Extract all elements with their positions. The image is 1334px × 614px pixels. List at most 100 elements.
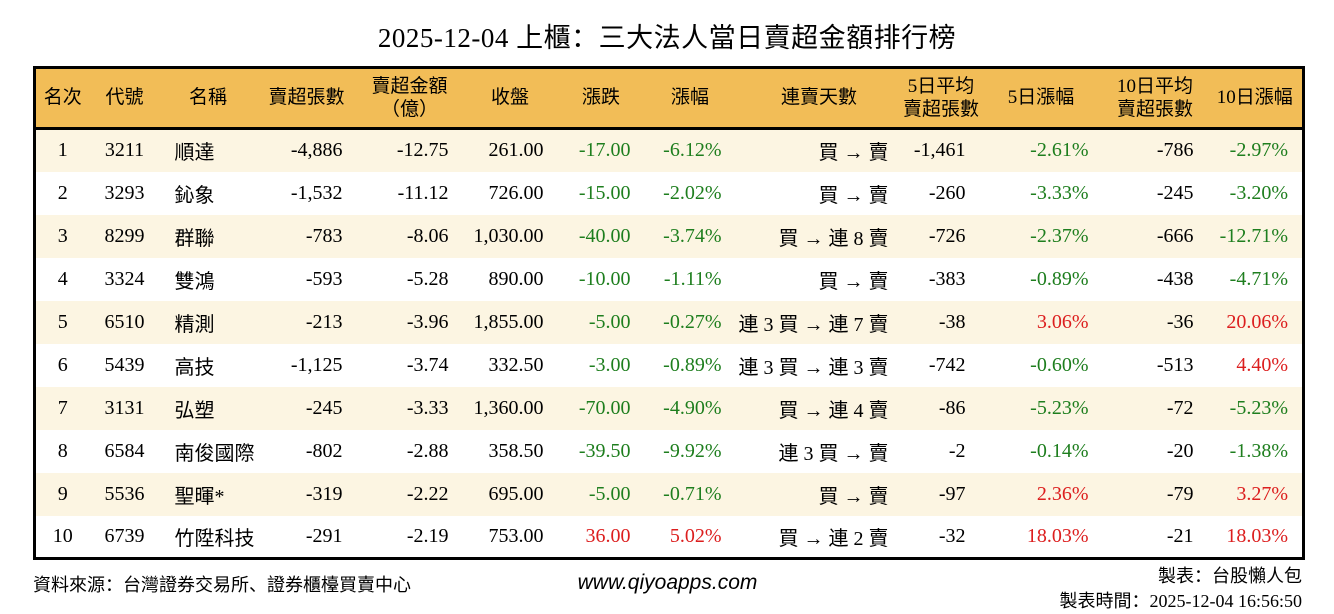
column-header-change_pct: 漲幅 bbox=[644, 67, 736, 130]
cell-avg10: -666 bbox=[1156, 224, 1194, 247]
cell-sell_volume: -4,886 bbox=[290, 139, 343, 162]
cell-change: -10.00 bbox=[578, 267, 631, 290]
cell-change_pct: -0.89% bbox=[663, 353, 722, 376]
cell-close: 261.00 bbox=[488, 139, 544, 162]
cell-pct5: -5.23% bbox=[1030, 396, 1089, 419]
cell-avg5: -86 bbox=[938, 396, 966, 419]
cell-change: -39.50 bbox=[578, 439, 631, 462]
table-header-row: 名次 代號 名稱 賣超張數 賣超金額 （億） 收盤 漲跌 漲幅 連賣天數 5日平均 賣超張數 5日漲… bbox=[34, 67, 1304, 130]
column-header-avg5: 5日平均 賣超張數 bbox=[902, 67, 980, 130]
cell-avg5: -2 bbox=[948, 439, 966, 462]
cell-close: 726.00 bbox=[488, 181, 544, 204]
cell-name: 弘塑 bbox=[174, 399, 215, 422]
cell-change: -5.00 bbox=[588, 310, 631, 333]
cell-code: 5439 bbox=[104, 353, 145, 376]
cell-avg10: -438 bbox=[1156, 267, 1194, 290]
column-header-sell_volume: 賣超張數 bbox=[256, 67, 357, 130]
column-header-pct5: 5日漲幅 bbox=[979, 67, 1103, 130]
cell-close: 1,030.00 bbox=[473, 224, 544, 247]
cell-streak: 買 → 賣 bbox=[818, 142, 889, 165]
cell-avg5: -726 bbox=[928, 224, 966, 247]
cell-change_pct: -6.12% bbox=[663, 139, 722, 162]
cell-avg5: -742 bbox=[928, 353, 966, 376]
column-header-code: 代號 bbox=[89, 67, 160, 130]
table-header: 名次 代號 名稱 賣超張數 賣超金額 （億） 收盤 漲跌 漲幅 連賣天數 5日平均 賣超張數 5日漲… bbox=[34, 67, 1304, 130]
cell-name: 竹陞科技 bbox=[174, 527, 255, 550]
column-header-pct10: 10日漲幅 bbox=[1207, 67, 1304, 130]
cell-rank: 10 bbox=[52, 524, 73, 547]
cell-change_pct: 5.02% bbox=[669, 524, 722, 547]
column-header-name: 名稱 bbox=[159, 67, 257, 130]
column-header-avg10: 10日平均 賣超張數 bbox=[1102, 67, 1208, 130]
cell-pct10: 20.06% bbox=[1226, 310, 1288, 333]
author-note: 製表：台股懶人包 bbox=[1158, 566, 1302, 586]
cell-code: 6510 bbox=[104, 310, 145, 333]
cell-close: 753.00 bbox=[488, 524, 544, 547]
cell-pct5: -2.37% bbox=[1030, 224, 1089, 247]
cell-change: -70.00 bbox=[578, 396, 631, 419]
cell-sell_amount: -8.06 bbox=[406, 224, 449, 247]
cell-pct10: -2.97% bbox=[1229, 139, 1288, 162]
table-body: 1 3211 順達 -4,886 -12.75 261.00 -17.00 -6.12% 買 →… bbox=[34, 128, 1304, 559]
column-header-change: 漲跌 bbox=[557, 67, 645, 130]
cell-avg5: -38 bbox=[938, 310, 966, 333]
cell-change_pct: -4.90% bbox=[663, 396, 722, 419]
cell-close: 1,360.00 bbox=[473, 396, 544, 419]
cell-close: 695.00 bbox=[488, 482, 544, 505]
cell-code: 6739 bbox=[104, 524, 145, 547]
cell-pct5: -2.61% bbox=[1030, 139, 1089, 162]
cell-name: 順達 bbox=[174, 142, 215, 165]
cell-name: 聖暉* bbox=[174, 485, 225, 508]
cell-code: 8299 bbox=[104, 224, 145, 247]
cell-name: 精測 bbox=[174, 313, 215, 336]
cell-streak: 買 → 連 8 賣 bbox=[778, 227, 889, 250]
cell-avg5: -383 bbox=[928, 267, 966, 290]
cell-change: -3.00 bbox=[588, 353, 631, 376]
table-row: 7 3131 弘塑 -245 -3.33 1,360.00 -70.00 -4.90% 買 → … bbox=[34, 386, 1304, 430]
table-row: 9 5536 聖暉* -319 -2.22 695.00 -5.00 -0.71% 買 → 賣 -… bbox=[34, 472, 1304, 516]
cell-code: 6584 bbox=[104, 439, 145, 462]
cell-streak: 連 3 買 → 連 7 賣 bbox=[738, 313, 889, 336]
table-row: 8 6584 南俊國際 -802 -2.88 358.50 -39.50 -9.92% 連 3 … bbox=[34, 429, 1304, 473]
ranking-table: 名次 代號 名稱 賣超張數 賣超金額 （億） 收盤 漲跌 漲幅 連賣天數 5日平均 賣超張數 5日漲… bbox=[33, 66, 1305, 560]
cell-pct10: 3.27% bbox=[1236, 482, 1288, 505]
page-title: 2025-12-04 上櫃：三大法人當日賣超金額排行榜 bbox=[377, 23, 957, 53]
cell-sell_amount: -5.28 bbox=[406, 267, 449, 290]
table-row: 2 3293 鈊象 -1,532 -11.12 726.00 -15.00 -2.02% 買 →… bbox=[34, 171, 1304, 215]
cell-change_pct: -1.11% bbox=[663, 267, 722, 290]
cell-avg10: -36 bbox=[1166, 310, 1194, 333]
cell-close: 358.50 bbox=[488, 439, 544, 462]
cell-pct10: 4.40% bbox=[1236, 353, 1288, 376]
cell-close: 332.50 bbox=[488, 353, 544, 376]
cell-streak: 買 → 賣 bbox=[818, 270, 889, 293]
cell-streak: 買 → 賣 bbox=[818, 485, 889, 508]
cell-rank: 8 bbox=[57, 439, 68, 462]
cell-sell_amount: -3.96 bbox=[406, 310, 449, 333]
cell-avg10: -20 bbox=[1166, 439, 1194, 462]
credits-block: 製表：台股懶人包 製表時間：2025-12-04 16:56:50 bbox=[757, 562, 1303, 614]
table-row: 3 8299 群聯 -783 -8.06 1,030.00 -40.00 -3.74% 買 → … bbox=[34, 214, 1304, 258]
cell-name: 雙鴻 bbox=[174, 270, 215, 293]
table-row: 1 3211 順達 -4,886 -12.75 261.00 -17.00 -6.12% 買 →… bbox=[34, 128, 1304, 172]
cell-code: 3293 bbox=[104, 181, 145, 204]
website-url: www.qiyoapps.com bbox=[577, 571, 758, 594]
cell-pct5: -0.14% bbox=[1030, 439, 1089, 462]
cell-pct5: -0.89% bbox=[1030, 267, 1089, 290]
generated-time: 製表時間：2025-12-04 16:56:50 bbox=[1059, 591, 1303, 611]
cell-sell_volume: -802 bbox=[305, 439, 343, 462]
cell-sell_volume: -1,532 bbox=[290, 181, 343, 204]
cell-sell_volume: -213 bbox=[305, 310, 343, 333]
cell-name: 南俊國際 bbox=[174, 442, 255, 465]
cell-pct10: -4.71% bbox=[1229, 267, 1288, 290]
cell-change_pct: -0.71% bbox=[663, 482, 722, 505]
cell-sell_amount: -2.19 bbox=[406, 524, 449, 547]
cell-streak: 買 → 連 4 賣 bbox=[778, 399, 889, 422]
cell-rank: 4 bbox=[57, 267, 68, 290]
column-header-streak: 連賣天數 bbox=[735, 67, 903, 130]
cell-sell_volume: -245 bbox=[305, 396, 343, 419]
table-row: 6 5439 高技 -1,125 -3.74 332.50 -3.00 -0.89% 連 3 買… bbox=[34, 343, 1304, 387]
data-source-note: 資料來源：台灣證券交易所、證券櫃檯買賣中心 bbox=[33, 575, 411, 595]
footer: 資料來源：台灣證券交易所、證券櫃檯買賣中心 www.qiyoapps.com 製… bbox=[33, 562, 1302, 614]
cell-change: -40.00 bbox=[578, 224, 631, 247]
cell-name: 高技 bbox=[174, 356, 215, 379]
